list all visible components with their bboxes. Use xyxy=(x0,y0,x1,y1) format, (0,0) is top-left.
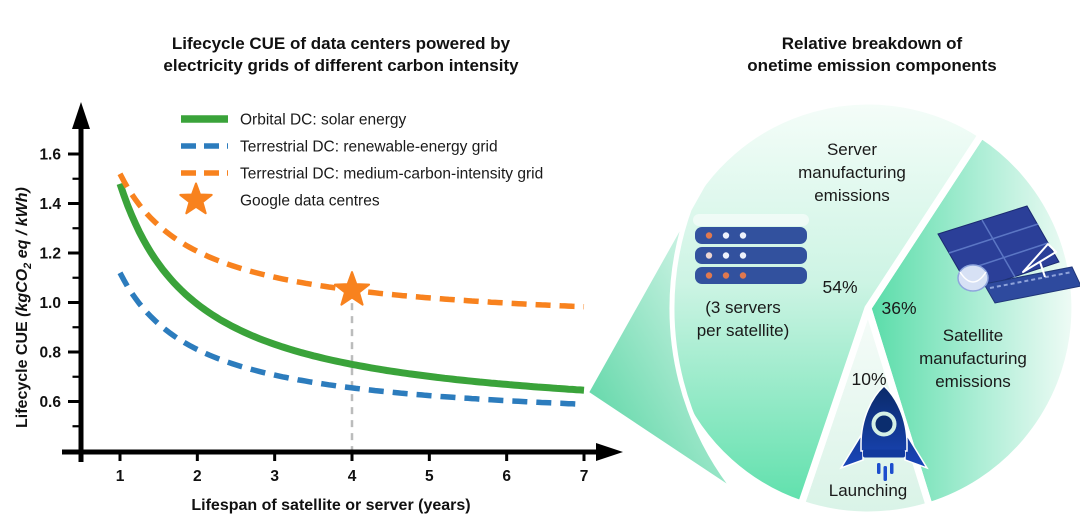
pie-label-server: Server manufacturing emissions xyxy=(798,140,906,205)
pie-pct-launching: 10% xyxy=(851,369,887,389)
x-tick-label: 7 xyxy=(580,468,589,485)
y-tick-label: 1.6 xyxy=(39,147,61,164)
y-tick-label: 1.0 xyxy=(39,295,61,312)
right-chart-title: Relative breakdown of onetime emission c… xyxy=(747,34,997,75)
y-tick-label: 1.4 xyxy=(39,196,61,213)
pie-label-launching: Launching xyxy=(828,481,908,500)
legend-swatches xyxy=(179,115,228,215)
y-tick-label: 0.6 xyxy=(39,394,61,411)
x-axis-title: Lifespan of satellite or server (years) xyxy=(191,497,470,514)
x-tick-label: 6 xyxy=(502,468,511,485)
server-rack-icon xyxy=(693,214,809,284)
x-tick-label: 3 xyxy=(270,468,279,485)
y-axis-arrow xyxy=(72,102,90,129)
x-axis-ticks: 1 2 3 4 5 6 7 xyxy=(116,452,589,485)
y-axis-title: Lifecycle CUE (kgCO2 eq / kWh) xyxy=(14,187,34,428)
x-axis-arrow xyxy=(596,443,623,461)
legend-label-medium-carbon: Terrestrial DC: medium-carbon-intensity … xyxy=(240,166,543,183)
pie-chart xyxy=(583,97,1080,519)
satellite-icon xyxy=(937,205,1080,304)
pie-pct-server: 54% xyxy=(822,277,858,297)
legend-label-orbital: Orbital DC: solar energy xyxy=(240,112,407,129)
curve-series-1 xyxy=(117,271,585,408)
pie-slice-launching xyxy=(797,304,933,519)
pie-pct-satellite: 36% xyxy=(881,298,917,318)
y-tick-label: 1.2 xyxy=(39,246,61,263)
left-chart-title: Lifecycle CUE of data centers powered by… xyxy=(163,34,519,75)
x-tick-label: 4 xyxy=(348,468,357,485)
legend-label-renewable: Terrestrial DC: renewable-energy grid xyxy=(240,139,498,156)
legend: Orbital DC: solar energy Terrestrial DC:… xyxy=(179,112,543,215)
y-tick-label: 0.8 xyxy=(39,345,61,362)
x-tick-label: 5 xyxy=(425,468,434,485)
data-markers xyxy=(333,271,371,306)
x-tick-label: 1 xyxy=(116,468,125,485)
y-axis-ticks: 0.6 0.8 1.0 1.2 1.4 1.6 xyxy=(39,147,81,428)
cue-line-chart: 0.6 0.8 1.0 1.2 1.4 1.6 1 2 3 4 5 6 7 Orbital DC: s… xyxy=(14,102,623,514)
pie-sublabel-servers-per-satellite: (3 servers per satellite) xyxy=(696,298,790,340)
curve-series-0 xyxy=(116,182,585,394)
rocket-icon xyxy=(839,384,929,481)
google-star-marker xyxy=(333,271,371,306)
pie-label-satellite: Satellite manufacturing emissions xyxy=(919,326,1027,391)
legend-label-google: Google data centres xyxy=(240,193,380,210)
legend-star-icon xyxy=(179,182,213,215)
zoom-wedge-shape xyxy=(583,120,741,497)
x-tick-label: 2 xyxy=(193,468,202,485)
